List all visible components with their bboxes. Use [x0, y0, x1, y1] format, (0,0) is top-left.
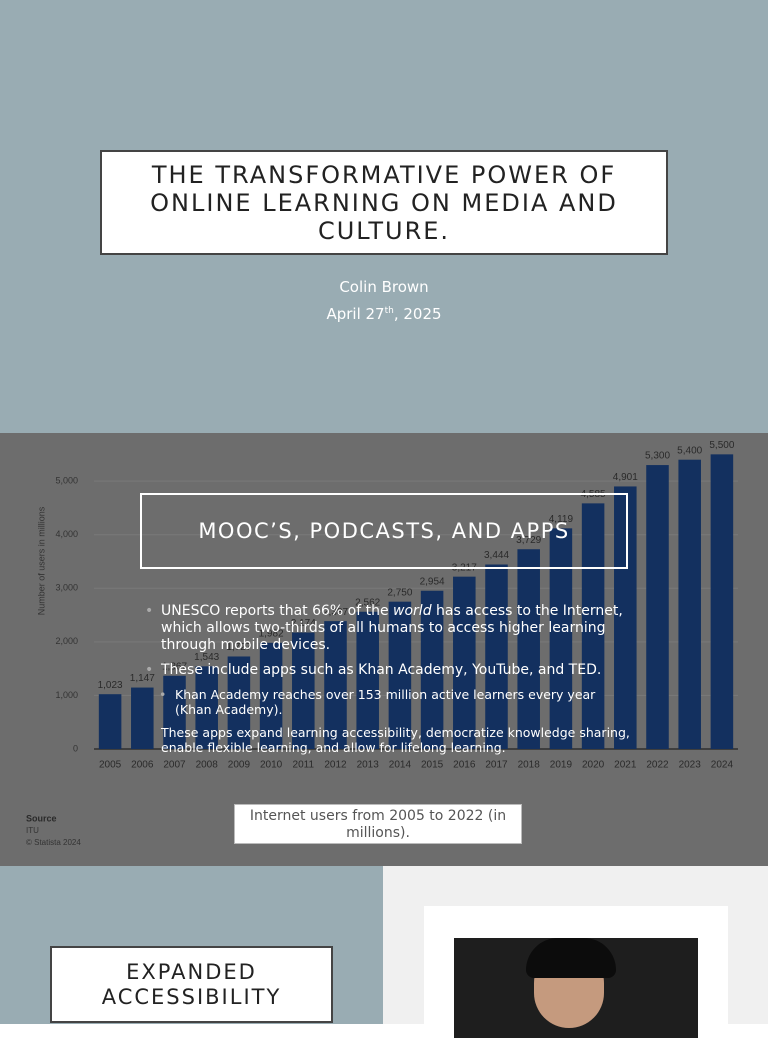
x-tick-label: 2015	[421, 760, 444, 771]
bullets: UNESCO reports that 66% of the world has…	[145, 603, 630, 763]
x-tick-label: 2006	[131, 760, 154, 771]
value-label: 4,901	[613, 472, 638, 483]
value-label: 2,750	[387, 587, 412, 598]
slide-3-left: EXPANDED ACCESSIBILITY	[0, 866, 383, 1024]
photo-hair	[526, 938, 616, 978]
x-tick-label: 2011	[293, 760, 315, 771]
photo-frame	[424, 906, 728, 1038]
text: world	[393, 603, 432, 619]
bar	[678, 459, 701, 749]
bar	[98, 694, 122, 749]
y-tick-label: 1,000	[55, 690, 78, 700]
x-tick-label: 2009	[228, 760, 251, 771]
x-tick-label: 2022	[646, 760, 669, 771]
text: has access to the Internet, which allows…	[161, 603, 623, 653]
value-label: 5,300	[645, 451, 670, 462]
source: ITU	[26, 826, 39, 835]
date-text: , 2025	[393, 305, 442, 323]
value-label: 2,954	[420, 576, 445, 587]
x-tick-label: 2020	[582, 760, 605, 771]
date-sup: th	[384, 306, 394, 316]
value-label: 1,023	[98, 680, 123, 691]
y-tick-label: 3,000	[55, 583, 78, 593]
x-tick-label: 2012	[324, 760, 347, 771]
x-tick-label: 2007	[163, 760, 186, 771]
date-text: April 27	[326, 305, 385, 323]
slide-3-title: EXPANDED ACCESSIBILITY	[50, 946, 333, 1023]
title: THE TRANSFORMATIVE POWER OF ONLINE LEARN…	[100, 150, 668, 255]
x-tick-label: 2019	[550, 760, 573, 771]
x-tick-label: 2016	[453, 760, 476, 771]
value-label: 1,543	[194, 652, 219, 663]
text: UNESCO reports that 66% of the	[161, 603, 394, 619]
y-tick-label: 0	[73, 743, 78, 753]
value-label: 5,400	[677, 445, 702, 456]
slide-3-right	[383, 866, 768, 1038]
x-tick-label: 2021	[614, 760, 637, 771]
x-tick-label: 2023	[679, 760, 702, 771]
bar	[646, 465, 669, 749]
value-label: 1,147	[130, 673, 155, 684]
paragraph: These apps expand learning accessibility…	[161, 725, 630, 755]
bullet: UNESCO reports that 66% of the world has…	[145, 603, 630, 654]
value-label: 3,444	[484, 550, 509, 561]
x-tick-label: 2008	[196, 760, 219, 771]
date: April 27th, 2025	[0, 305, 768, 323]
bar	[710, 454, 734, 749]
x-tick-label: 2017	[485, 760, 508, 771]
photo	[454, 938, 698, 1038]
caption: Internet users from 2005 to 2022 (in mil…	[234, 804, 522, 844]
slide-1: THE TRANSFORMATIVE POWER OF ONLINE LEARN…	[0, 0, 768, 433]
x-tick-label: 2024	[711, 760, 734, 771]
y-axis-label: Number of users in millions	[36, 506, 46, 615]
x-tick-label: 2018	[518, 760, 541, 771]
value-label: 3,729	[516, 535, 541, 546]
source: © Statista 2024	[26, 838, 81, 847]
value-label: 5,500	[709, 440, 734, 451]
x-tick-label: 2014	[389, 760, 412, 771]
slide-2-title: MOOC’S, PODCASTS, AND APPS	[140, 493, 628, 569]
source-label: Source	[26, 813, 57, 823]
x-tick-label: 2005	[99, 760, 122, 771]
sub-bullet: Khan Academy reaches over 153 million ac…	[159, 687, 630, 717]
x-tick-label: 2010	[260, 760, 283, 771]
value-label: 4,119	[549, 514, 574, 525]
x-tick-label: 2013	[357, 760, 380, 771]
author: Colin Brown	[339, 278, 429, 296]
bullet: These include apps such as Khan Academy,…	[145, 662, 630, 679]
y-tick-label: 5,000	[55, 476, 78, 486]
y-tick-label: 4,000	[55, 529, 78, 539]
bar	[131, 687, 154, 749]
y-tick-label: 2,000	[55, 636, 78, 646]
